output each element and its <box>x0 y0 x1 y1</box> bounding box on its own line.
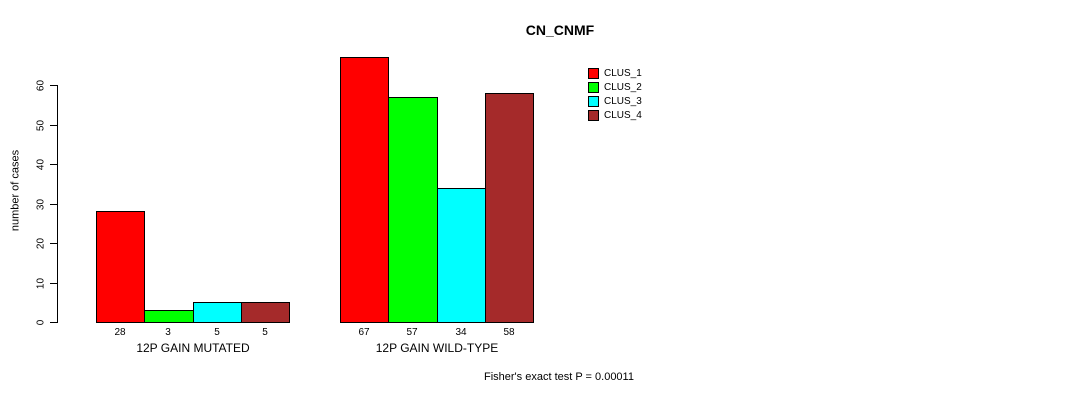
y-axis-line <box>57 85 58 323</box>
legend-label: CLUS_3 <box>604 95 642 107</box>
category-label-group1: 12P GAIN MUTATED <box>136 341 250 355</box>
bar-clus_1-group1 <box>96 211 145 323</box>
bar-value-label: 28 <box>114 327 126 338</box>
y-axis-tick-label: 50 <box>35 119 47 132</box>
stat-test-note: Fisher's exact test P = 0.00011 <box>484 371 634 383</box>
legend-swatch-icon <box>588 67 599 79</box>
legend-item-clus_4: CLUS_4 <box>588 108 642 122</box>
y-axis-tick-label: 10 <box>35 277 47 290</box>
bar-clus_3-group1 <box>193 302 242 323</box>
legend-item-clus_3: CLUS_3 <box>588 94 642 108</box>
y-axis-tick <box>50 125 57 126</box>
y-axis-tick-label: 20 <box>35 237 47 250</box>
y-axis-tick <box>50 164 57 165</box>
legend: CLUS_1 CLUS_2 CLUS_3 CLUS_4 <box>588 66 642 122</box>
bar-clus_2-group2 <box>388 97 438 323</box>
legend-swatch-icon <box>588 95 599 107</box>
bar-value-label: 58 <box>503 327 515 338</box>
bar-value-label: 3 <box>165 327 171 338</box>
legend-label: CLUS_1 <box>604 67 642 79</box>
y-axis-tick-label: 60 <box>35 79 47 92</box>
y-axis-tick <box>50 322 57 323</box>
legend-label: CLUS_4 <box>604 109 642 121</box>
legend-item-clus_1: CLUS_1 <box>588 66 642 80</box>
y-axis-tick <box>50 283 57 284</box>
bar-value-label: 34 <box>455 327 467 338</box>
category-label-group2: 12P GAIN WILD-TYPE <box>375 341 499 355</box>
y-axis-tick-label: 40 <box>35 158 47 171</box>
y-axis-tick-label: 30 <box>35 198 47 211</box>
y-axis-tick-label: 0 <box>35 319 47 326</box>
bar-value-label: 5 <box>262 327 268 338</box>
y-axis-label: number of cases <box>9 149 22 232</box>
legend-item-clus_2: CLUS_2 <box>588 80 642 94</box>
bar-clus_1-group2 <box>340 57 389 323</box>
y-axis-tick <box>50 204 57 205</box>
bar-value-label: 57 <box>406 327 418 338</box>
bar-value-label: 67 <box>358 327 370 338</box>
legend-label: CLUS_2 <box>604 81 642 93</box>
legend-swatch-icon <box>588 81 599 93</box>
bar-clus_3-group2 <box>437 188 486 323</box>
bar-clus_2-group1 <box>144 310 194 323</box>
bar-clus_4-group1 <box>241 302 290 323</box>
y-axis-tick <box>50 85 57 86</box>
legend-swatch-icon <box>588 109 599 121</box>
chart-title: CN_CNMF <box>525 22 595 38</box>
bar-value-label: 5 <box>214 327 220 338</box>
y-axis-tick <box>50 243 57 244</box>
bar-clus_4-group2 <box>485 93 534 323</box>
